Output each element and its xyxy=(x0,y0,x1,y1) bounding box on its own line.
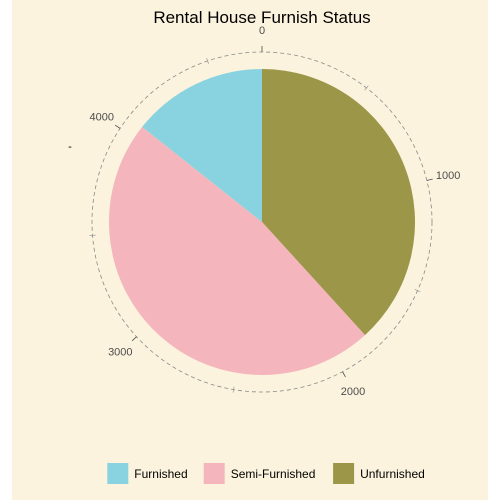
theta-tick-label: 2000 xyxy=(341,386,365,398)
theta-tick-mark xyxy=(114,124,121,129)
theta-tick-label: 4000 xyxy=(89,111,113,123)
pie-slices xyxy=(108,69,415,375)
theta-minor-tick xyxy=(414,289,421,293)
legend: Furnished Semi-Furnished Unfurnished xyxy=(107,463,425,484)
theta-tick-mark xyxy=(131,336,137,342)
chart-title: Rental House Furnish Status xyxy=(153,8,370,27)
theta-tick-label: 1000 xyxy=(436,170,460,182)
y-axis-label: - xyxy=(68,141,72,153)
theta-tick-label: 3000 xyxy=(108,347,132,359)
legend-label: Unfurnished xyxy=(360,467,425,481)
theta-ticks: 0 1000 2000 3000 4000 xyxy=(89,25,460,398)
theta-tick-mark xyxy=(426,178,433,181)
pie-slice-semi-furnished xyxy=(108,126,366,375)
legend-label: Furnished xyxy=(134,467,187,481)
legend-key-semi-furnished xyxy=(203,463,225,484)
pie-slice-unfurnished xyxy=(262,69,415,336)
theta-minor-tick xyxy=(364,85,369,91)
theta-minor-tick xyxy=(232,386,235,393)
legend-key-furnished xyxy=(107,463,129,484)
legend-label: Semi-Furnished xyxy=(231,467,316,481)
theta-minor-tick xyxy=(206,57,209,64)
theta-tick-label: 0 xyxy=(259,25,265,37)
legend-key-unfurnished xyxy=(333,463,355,484)
pie-slice-furnished xyxy=(142,69,262,222)
theta-tick-mark xyxy=(342,371,346,378)
